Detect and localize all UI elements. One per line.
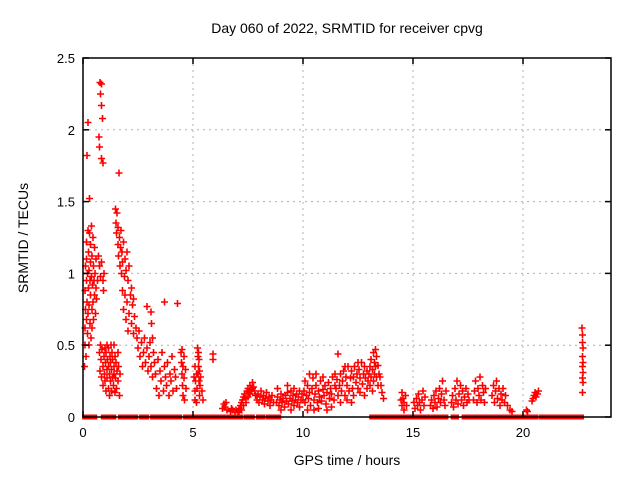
x-tick-label: 20 [516,425,530,440]
x-tick-label: 15 [406,425,420,440]
x-tick-label: 10 [296,425,310,440]
x-tick-label: 5 [189,425,196,440]
y-tick-label: 1.5 [57,195,75,210]
x-axis-label: GPS time / hours [293,452,401,468]
chart-title: Day 060 of 2022, SRMTID for receiver cpv… [211,20,483,36]
y-tick-label: 1 [68,266,75,281]
y-tick-label: 0.5 [57,338,75,353]
y-tick-label: 0 [68,410,75,425]
y-tick-label: 2 [68,123,75,138]
data-points [81,79,587,416]
plot-frame [82,57,612,418]
y-tick-label: 2.5 [57,51,75,66]
x-tick-label: 0 [79,425,86,440]
